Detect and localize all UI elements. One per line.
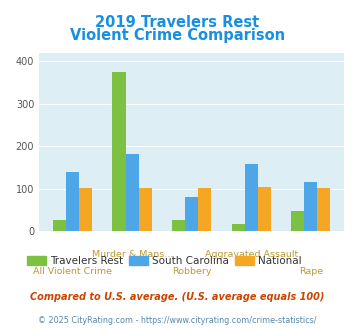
Bar [79, 188, 92, 231]
Bar [172, 220, 185, 231]
Text: Violent Crime Comparison: Violent Crime Comparison [70, 28, 285, 43]
Bar [291, 211, 304, 231]
Text: Robbery: Robbery [172, 267, 212, 276]
Text: Rape: Rape [299, 267, 323, 276]
Text: © 2025 CityRating.com - https://www.cityrating.com/crime-statistics/: © 2025 CityRating.com - https://www.city… [38, 316, 317, 325]
Text: 2019 Travelers Rest: 2019 Travelers Rest [95, 15, 260, 30]
Bar [198, 188, 211, 231]
Bar [185, 197, 198, 231]
Text: Compared to U.S. average. (U.S. average equals 100): Compared to U.S. average. (U.S. average … [30, 292, 325, 302]
Text: Aggravated Assault: Aggravated Assault [204, 250, 298, 259]
Bar [231, 224, 245, 231]
Bar [317, 188, 331, 231]
Legend: Travelers Rest, South Carolina, National: Travelers Rest, South Carolina, National [23, 252, 306, 270]
Bar [66, 173, 79, 231]
Bar [258, 187, 271, 231]
Bar [126, 154, 139, 231]
Bar [113, 72, 126, 231]
Text: All Violent Crime: All Violent Crime [33, 267, 112, 276]
Bar [304, 182, 317, 231]
Bar [139, 188, 152, 231]
Bar [245, 164, 258, 231]
Bar [53, 220, 66, 231]
Text: Murder & Mans...: Murder & Mans... [92, 250, 173, 259]
